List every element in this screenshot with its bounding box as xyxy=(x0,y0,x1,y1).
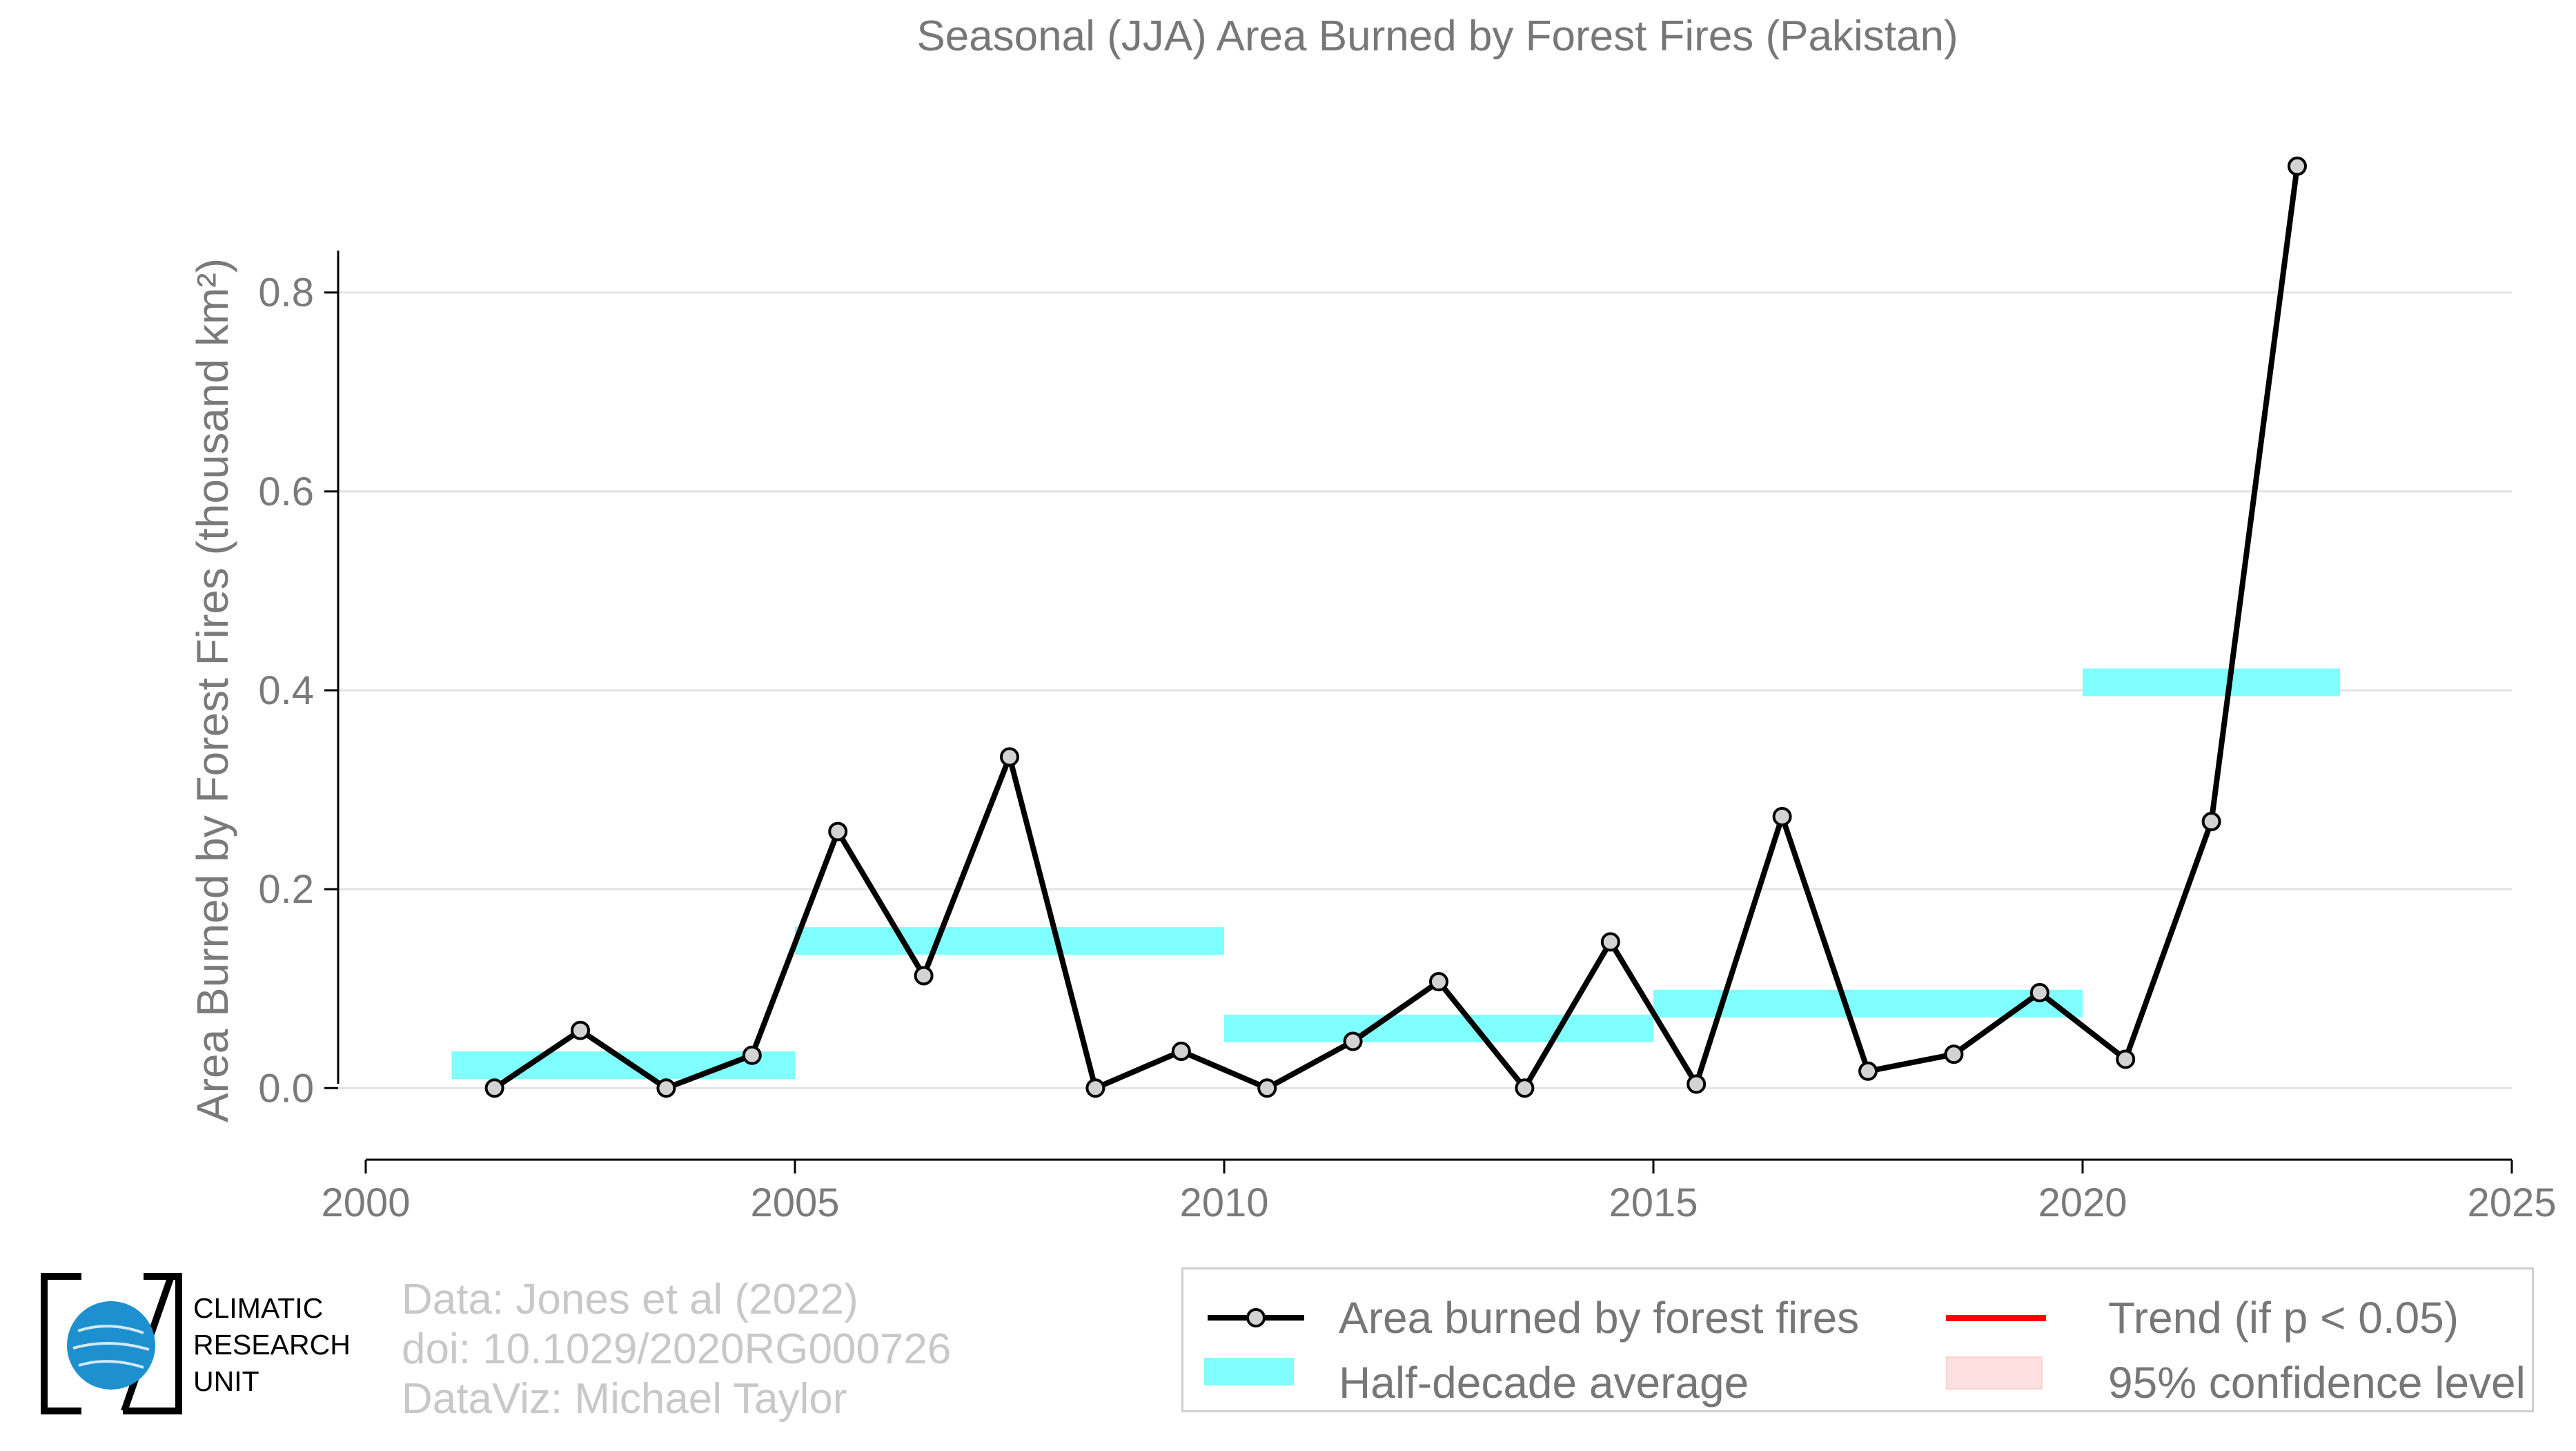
logo-line-1: CLIMATIC xyxy=(193,1292,324,1324)
data-point xyxy=(1343,1031,1363,1051)
data-point xyxy=(1944,1044,1964,1064)
data-point xyxy=(1085,1078,1105,1098)
legend-key-average xyxy=(1204,1358,1294,1385)
data-point xyxy=(656,1078,676,1098)
y-tick-label: 0.8 xyxy=(258,271,314,315)
y-ticks: 0.0 0.2 0.4 0.6 0.8 xyxy=(258,271,338,1111)
logo-line-2: RESEARCH xyxy=(193,1329,351,1361)
legend-key-series xyxy=(1208,1308,1304,1327)
y-tick-label: 0.0 xyxy=(258,1066,314,1111)
data-point xyxy=(828,821,848,841)
cru-logo xyxy=(40,1272,183,1415)
data-point xyxy=(1171,1041,1191,1061)
legend-key-trend xyxy=(1946,1315,2046,1321)
legend-label-series: Area burned by forest fires xyxy=(1339,1293,1860,1343)
x-tick-label: 2025 xyxy=(2467,1180,2556,1225)
x-tick-label: 2005 xyxy=(750,1180,839,1225)
y-axis-label: Area Burned by Forest Fires (thousand km… xyxy=(188,258,237,1122)
data-point xyxy=(2029,982,2049,1002)
x-tick-label: 2015 xyxy=(1609,1180,1698,1225)
x-tick-label: 2010 xyxy=(1179,1180,1268,1225)
data-point xyxy=(1257,1078,1277,1098)
data-point xyxy=(1687,1074,1707,1094)
legend-label-average: Half-decade average xyxy=(1339,1358,1749,1408)
data-point xyxy=(742,1045,762,1065)
data-point xyxy=(1600,932,1620,952)
x-tick-label: 2020 xyxy=(2038,1180,2127,1225)
credit-doi: doi: 10.1029/2020RG000726 xyxy=(402,1325,952,1373)
y-tick-label: 0.2 xyxy=(258,867,314,912)
legend-label-trend: Trend (if p < 0.05) xyxy=(2108,1293,2459,1343)
data-point xyxy=(2116,1049,2136,1069)
data-point xyxy=(2201,812,2221,832)
y-tick-label: 0.6 xyxy=(258,469,314,514)
series-line xyxy=(493,166,2300,1091)
data-point xyxy=(1429,972,1448,992)
data-point xyxy=(1000,747,1019,767)
data-point xyxy=(1772,806,1792,826)
half-decade-band xyxy=(795,927,1224,955)
data-point xyxy=(1858,1061,1878,1081)
data-point xyxy=(571,1020,590,1040)
legend: Area burned by forest fires Half-decade … xyxy=(1181,1267,2534,1412)
grid-lines xyxy=(338,291,2512,1089)
half-decade-band xyxy=(1224,1014,1653,1042)
data-point xyxy=(2288,156,2307,176)
legend-key-confidence xyxy=(1946,1356,2043,1390)
globe-icon xyxy=(67,1301,155,1390)
x-tick-label: 2000 xyxy=(321,1180,410,1225)
credit-data: Data: Jones et al (2022) xyxy=(402,1276,858,1323)
half-decade-bands xyxy=(451,668,2341,1080)
half-decade-band xyxy=(2083,668,2341,697)
credit-dataviz: DataViz: Michael Taylor xyxy=(402,1375,847,1423)
data-point xyxy=(484,1078,504,1098)
series-markers xyxy=(484,156,2307,1098)
y-tick-label: 0.4 xyxy=(258,668,314,713)
x-ticks: 2000 2005 2010 2015 2020 2025 xyxy=(321,1160,2557,1225)
data-point xyxy=(914,966,934,986)
data-point xyxy=(1515,1078,1535,1098)
legend-label-confidence: 95% confidence level xyxy=(2108,1358,2526,1408)
logo-line-3: UNIT xyxy=(193,1365,259,1397)
chart-title: Seasonal (JJA) Area Burned by Forest Fir… xyxy=(916,12,1958,60)
